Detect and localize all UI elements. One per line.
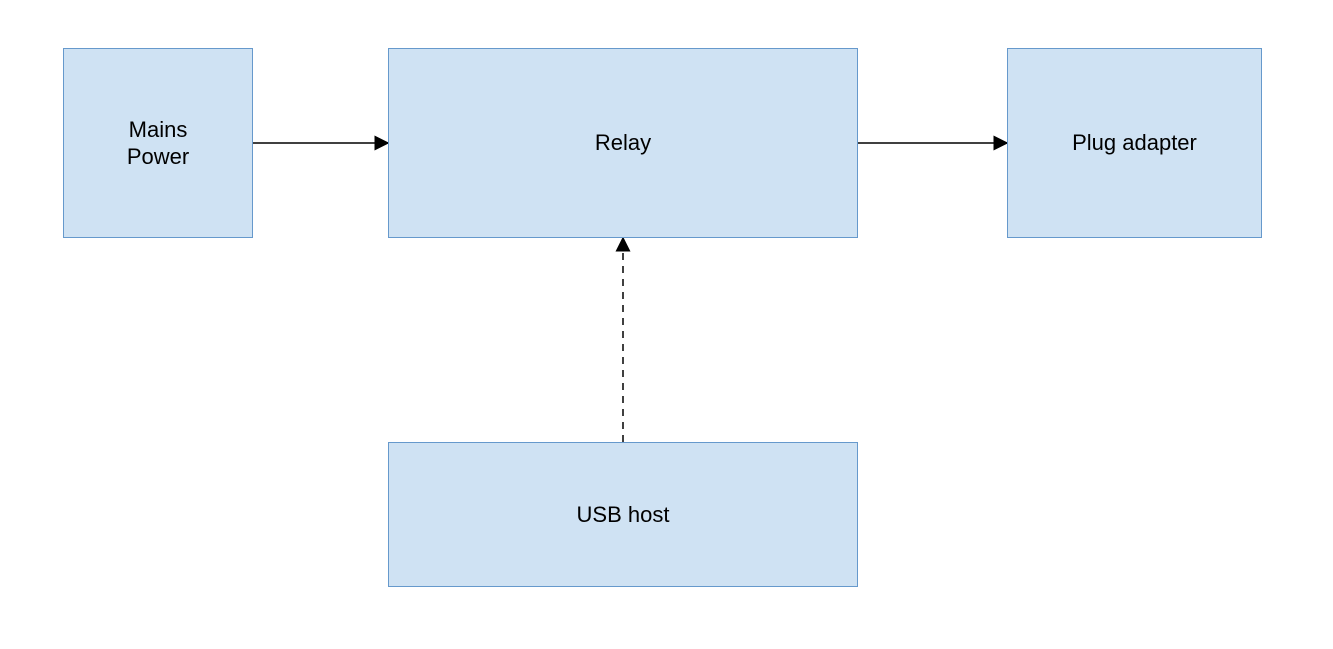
node-relay: Relay (388, 48, 858, 238)
node-plug-adapter: Plug adapter (1007, 48, 1262, 238)
diagram-canvas: Mains Power Relay Plug adapter USB host (0, 0, 1333, 649)
node-label: Mains Power (127, 116, 189, 171)
node-label: Relay (595, 129, 651, 157)
node-label: USB host (577, 501, 670, 529)
node-usb-host: USB host (388, 442, 858, 587)
node-label: Plug adapter (1072, 129, 1197, 157)
node-mains-power: Mains Power (63, 48, 253, 238)
